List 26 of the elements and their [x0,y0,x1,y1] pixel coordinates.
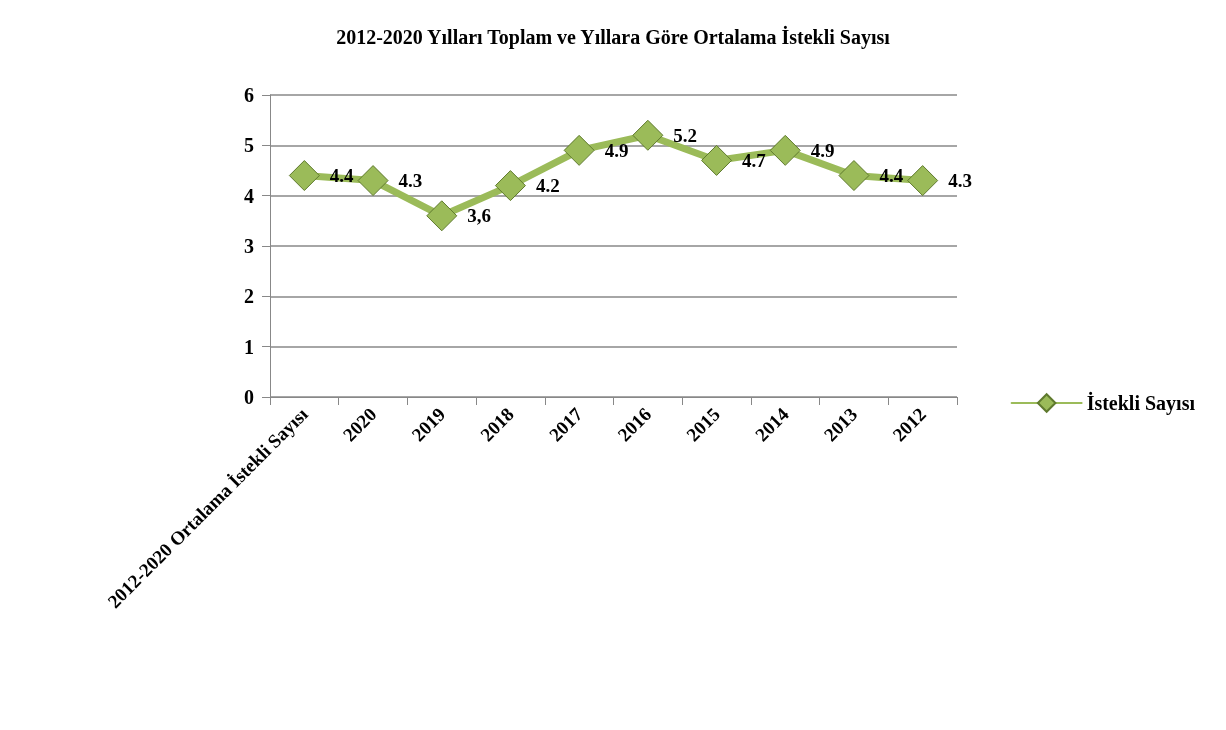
y-tick-label: 1 [244,335,254,358]
point [494,170,526,202]
data-label: 4.9 [604,139,629,161]
y-tick-label: 0 [244,386,254,408]
point [426,200,458,232]
data-label: 4.2 [535,175,560,197]
point [907,165,939,197]
point [288,160,320,192]
y-tick-label: 3 [244,235,254,257]
y-tick-label: 2 [244,285,254,308]
y-tick-label: 5 [244,134,254,157]
point [357,165,389,197]
y-tick-label: 6 [244,84,254,106]
data-label: 4.3 [948,170,972,192]
point [563,134,595,166]
point [632,119,664,151]
y-tick-label: 4 [244,184,254,207]
chart-title: 2012-2020 Yılları Toplam ve Yıllara Göre Ortalama İstekli Sayısı [336,25,891,49]
legend-label: İstekli Sayısı [1086,391,1196,415]
data-label: 4.9 [810,139,835,161]
data-label: 3,6 [467,205,491,227]
data-label: 5.2 [673,124,698,146]
data-label: 4.3 [398,170,423,192]
point [701,144,733,176]
point [838,160,870,192]
point [769,134,801,166]
